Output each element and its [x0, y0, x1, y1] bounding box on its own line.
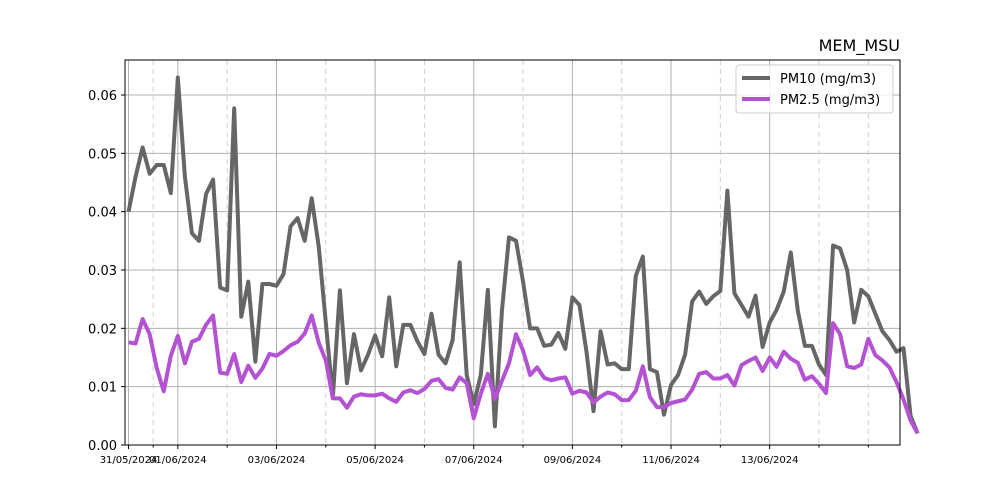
x-tick-label: 01/06/2024: [149, 455, 207, 466]
y-tick-label: 0.06: [88, 89, 117, 104]
y-tick-label: 0.01: [88, 381, 117, 396]
plot-area: [125, 60, 900, 445]
y-tick-label: 0.04: [88, 206, 117, 221]
axes: 0.00 0.01 0.02 0.03 0.04 0.05 0.06 31/05/202401…: [88, 89, 869, 466]
y-tick-label: 0.03: [88, 264, 117, 279]
x-tick-label: 07/06/2024: [445, 455, 503, 466]
y-tick-label: 0.02: [88, 322, 117, 337]
x-tick-label: 13/06/2024: [741, 455, 799, 466]
legend-label-pm25: PM2.5 (mg/m3): [780, 93, 880, 108]
legend-box: [735, 64, 894, 114]
x-tick-label: 09/06/2024: [544, 455, 602, 466]
legend: PM10 (mg/m3) PM2.5 (mg/m3): [735, 64, 894, 114]
x-tick-label: 03/06/2024: [248, 455, 306, 466]
x-tick-label: 05/06/2024: [346, 455, 404, 466]
pm10-series-line: [126, 75, 920, 435]
x-tick-label: 11/06/2024: [642, 455, 700, 466]
plot-frame: [124, 59, 901, 446]
legend-label-pm10: PM10 (mg/m3): [780, 72, 876, 87]
y-tick-label: 0.00: [88, 439, 117, 454]
series-lines: [126, 75, 920, 435]
pm25-series-line: [128, 313, 920, 435]
y-tick-label: 0.05: [88, 147, 117, 162]
chart-title: MEM_MSU: [819, 36, 900, 56]
x-tick-label: 31/05/2024: [100, 455, 158, 466]
